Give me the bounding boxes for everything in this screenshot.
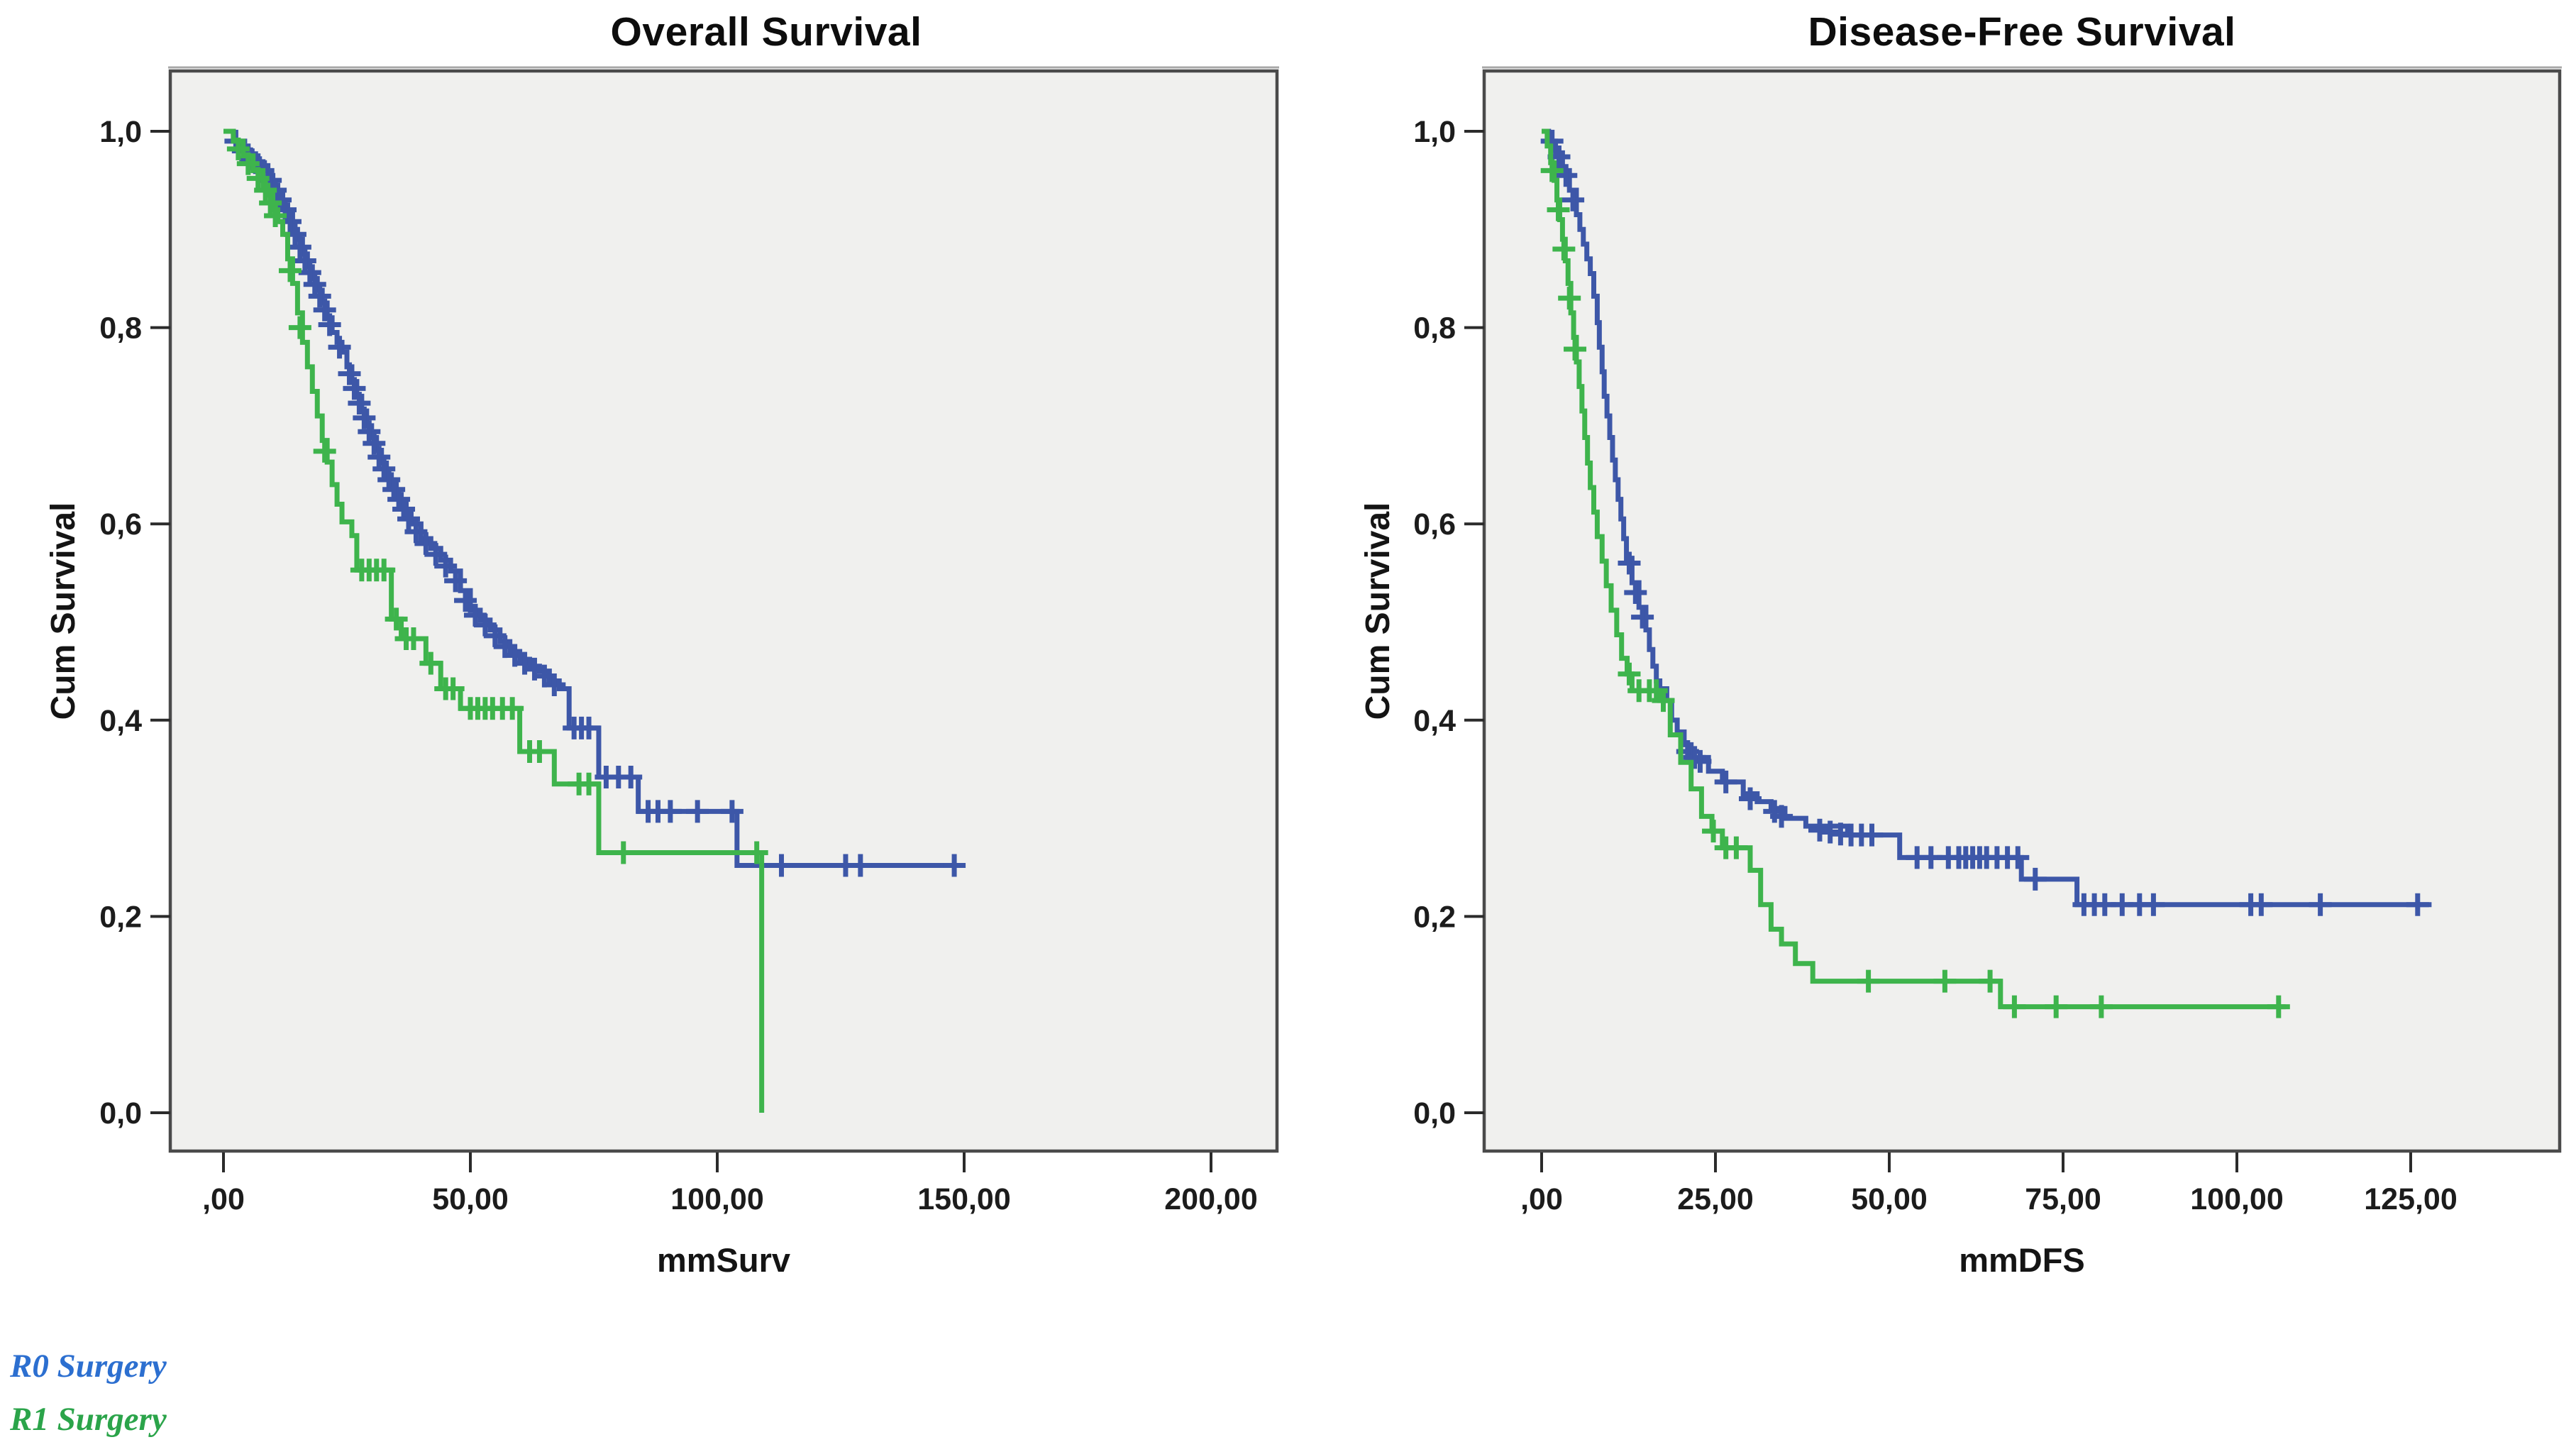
x-tick-label: ,00 <box>1520 1182 1563 1216</box>
legend: R0 Surgery R1 Surgery <box>10 1340 167 1446</box>
x-tick-label: 125,00 <box>2364 1182 2458 1216</box>
censor-marks-r0 <box>1540 129 2429 916</box>
plot-area <box>1482 66 2562 1153</box>
censor-marks-r0 <box>224 129 966 877</box>
y-tick-label: 0,8 <box>1413 312 1456 346</box>
y-tick-label: 1,0 <box>99 115 142 149</box>
x-tick-label: 50,00 <box>432 1182 509 1216</box>
km-series-r0 <box>1540 128 2432 916</box>
y-tick-label: 0,6 <box>1413 507 1456 541</box>
x-tick-label: 100,00 <box>670 1182 764 1216</box>
y-tick-label: 0,4 <box>99 704 142 738</box>
y-tick-label: 0,2 <box>99 900 142 934</box>
legend-item-r0-surgery: R0 Surgery <box>10 1348 167 1385</box>
x-tick-label: ,00 <box>202 1182 245 1216</box>
chart-title-disease-free-survival: Disease-Free Survival <box>1808 9 2236 55</box>
km-series-r1 <box>1540 128 2290 1018</box>
x-axis-label-mmsurv: mmSurv <box>656 1241 791 1279</box>
overall-survival-chart: ,00 50,00 100,00 150,00 200,00 1,0 0,8 0,6 0,4 0,… <box>99 66 1279 1216</box>
y-tick-label: 0,0 <box>99 1096 142 1130</box>
legend-item-r1-surgery: R1 Surgery <box>10 1401 167 1438</box>
x-tick-label: 150,00 <box>917 1182 1011 1216</box>
y-axis-label-cum-survival-left: Cum Survival <box>45 502 82 720</box>
y-tick-label: 0,0 <box>1413 1096 1456 1130</box>
y-tick-label: 0,6 <box>99 507 142 541</box>
axis-ticks: ,00 50,00 100,00 150,00 200,00 1,0 0,8 0,6 0,4 0,… <box>99 115 1258 1216</box>
disease-free-survival-chart: ,00 25,00 50,00 75,00 100,00 125,00 1,0 0,8 0,6 0… <box>1413 66 2562 1216</box>
axis-ticks: ,00 25,00 50,00 75,00 100,00 125,00 1,0 0,8 0,6 0… <box>1413 115 2458 1216</box>
censor-marks-r1 <box>1540 159 2290 1018</box>
y-axis-label-cum-survival-right: Cum Survival <box>1359 502 1397 720</box>
x-tick-label: 100,00 <box>2190 1182 2284 1216</box>
x-tick-label: 75,00 <box>2025 1182 2101 1216</box>
plot-area <box>168 66 1279 1153</box>
censor-marks-r1 <box>226 137 768 864</box>
km-series-r1 <box>223 128 768 1113</box>
x-tick-label: 50,00 <box>1851 1182 1928 1216</box>
chart-title-overall-survival: Overall Survival <box>610 9 922 55</box>
km-series-r0 <box>223 128 966 877</box>
y-tick-label: 0,2 <box>1413 900 1456 934</box>
y-tick-label: 0,8 <box>99 312 142 346</box>
y-tick-label: 0,4 <box>1413 704 1456 738</box>
y-tick-label: 1,0 <box>1413 115 1456 149</box>
x-tick-label: 200,00 <box>1164 1182 1258 1216</box>
x-axis-label-mmdfs: mmDFS <box>1959 1241 2085 1279</box>
x-tick-label: 25,00 <box>1677 1182 1754 1216</box>
